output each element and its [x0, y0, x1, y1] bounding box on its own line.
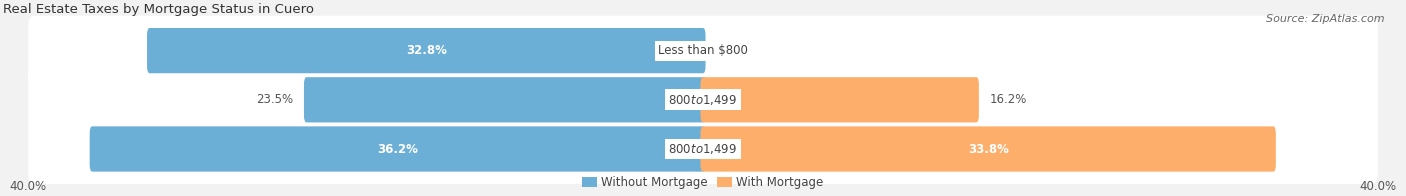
- Text: 16.2%: 16.2%: [990, 93, 1028, 106]
- Legend: Without Mortgage, With Mortgage: Without Mortgage, With Mortgage: [582, 176, 824, 189]
- Text: 23.5%: 23.5%: [256, 93, 292, 106]
- FancyBboxPatch shape: [28, 16, 1378, 85]
- Text: 0.0%: 0.0%: [717, 44, 747, 57]
- Text: 36.2%: 36.2%: [377, 142, 418, 155]
- FancyBboxPatch shape: [90, 126, 706, 172]
- FancyBboxPatch shape: [28, 65, 1378, 135]
- Text: 33.8%: 33.8%: [967, 142, 1008, 155]
- Text: $800 to $1,499: $800 to $1,499: [668, 93, 738, 107]
- Text: 32.8%: 32.8%: [406, 44, 447, 57]
- FancyBboxPatch shape: [304, 77, 706, 122]
- Text: Less than $800: Less than $800: [658, 44, 748, 57]
- FancyBboxPatch shape: [28, 114, 1378, 184]
- FancyBboxPatch shape: [148, 28, 706, 73]
- Text: $800 to $1,499: $800 to $1,499: [668, 142, 738, 156]
- Text: Real Estate Taxes by Mortgage Status in Cuero: Real Estate Taxes by Mortgage Status in …: [3, 3, 314, 16]
- Text: Source: ZipAtlas.com: Source: ZipAtlas.com: [1267, 14, 1385, 24]
- FancyBboxPatch shape: [700, 77, 979, 122]
- FancyBboxPatch shape: [700, 126, 1275, 172]
